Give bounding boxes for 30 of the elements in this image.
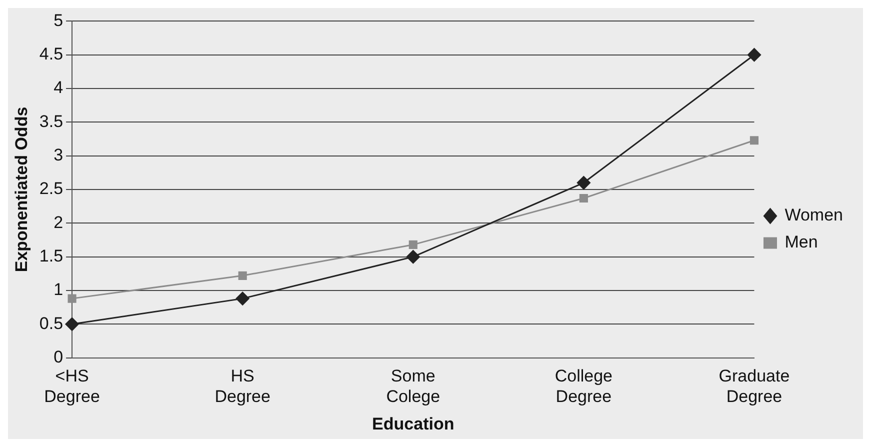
x-tick-label: HS Degree [214,366,270,406]
y-tick-label: 5 [54,10,64,30]
point [238,271,247,280]
point [579,194,588,203]
y-tick-label: 4.5 [39,44,64,64]
x-axis-title: Education [372,414,454,434]
y-tick-label: 4 [54,78,64,98]
y-axis-title: Exponentiated Odds [12,106,31,272]
point [750,136,759,145]
point [747,48,761,62]
point [65,317,79,331]
y-tick-label: 0.5 [39,314,64,333]
x-tick-label: <HS Degree [44,366,100,406]
y-tick-label: 3.5 [39,112,64,131]
x-tick-label: Some Colege [386,366,440,406]
point [68,294,76,303]
y-tick-label: 1 [54,280,64,300]
x-tick-label: Graduate Degree [718,366,790,406]
point [408,240,418,249]
y-tick-label: 1.5 [39,246,64,266]
point [406,250,420,264]
legend-label: Women [784,206,843,225]
legend-label: Men [784,232,818,252]
y-tick-label: 2.5 [39,179,64,198]
point [576,176,590,190]
x-tick-label: College Degree [554,366,613,406]
y-tick-label: 2 [54,212,64,232]
point [236,292,250,306]
y-tick-label: 0 [54,347,64,366]
y-tick-label: 3 [54,146,64,165]
